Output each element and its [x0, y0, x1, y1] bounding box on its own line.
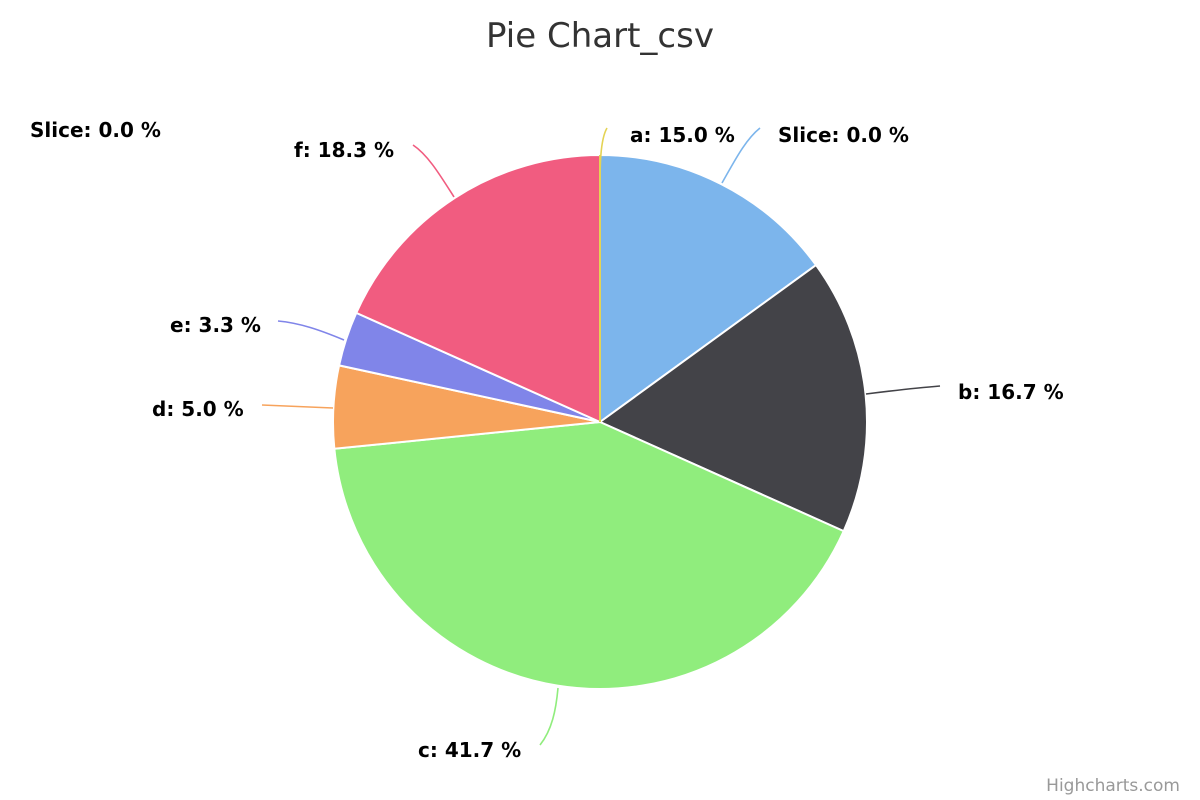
connector-b — [865, 385, 941, 395]
connector-e — [277, 320, 345, 341]
credits-link[interactable]: Highcharts.com — [1046, 776, 1180, 796]
data-label-e: e: 3.3 % — [170, 313, 261, 337]
data-label-slice-7: Slice: 0.0 % — [778, 123, 909, 147]
pie-slice-b[interactable] — [599, 264, 868, 533]
data-label-a: a: 15.0 % — [630, 123, 735, 147]
data-label-b: b: 16.7 % — [958, 380, 1064, 404]
data-label-f: f: 18.3 % — [294, 138, 394, 162]
slice-labels: Slice: 0.0 % a: 15.0 % b: 16.7 % c: 41.7 % d… — [30, 118, 1064, 762]
chart-title: Pie Chart_csv — [486, 16, 714, 56]
data-label-d: d: 5.0 % — [152, 397, 244, 421]
pie-slice-a[interactable] — [599, 154, 818, 423]
label-connectors — [261, 127, 941, 746]
data-label-slice-0: Slice: 0.0 % — [30, 118, 161, 142]
connector-slice-7 — [721, 127, 761, 184]
connector-a — [599, 127, 608, 189]
connector-f — [412, 144, 455, 198]
data-label-c: c: 41.7 % — [418, 738, 521, 762]
connector-d — [261, 404, 334, 409]
pie-slice-f[interactable] — [355, 154, 601, 423]
pie-slices — [332, 154, 868, 690]
pie-slice-c[interactable] — [333, 421, 845, 690]
connector-c — [539, 687, 559, 746]
